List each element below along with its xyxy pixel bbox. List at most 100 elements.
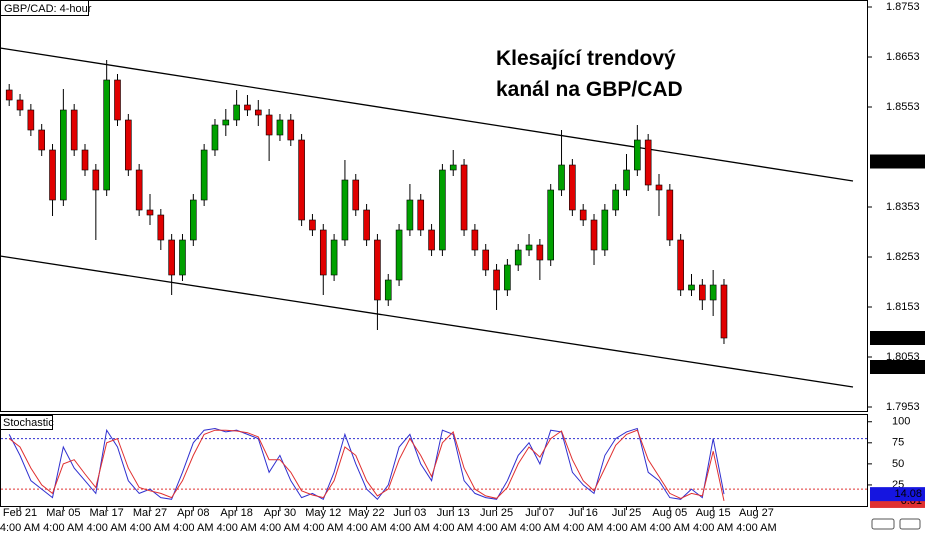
- candle-body: [190, 199, 197, 241]
- x-tick-label: May 12: [305, 507, 341, 519]
- candle-body: [81, 149, 89, 171]
- y-tick-label: 100: [892, 416, 910, 428]
- candle-body: [428, 229, 435, 251]
- candle-body: [504, 264, 511, 291]
- x-tick-time: 4:00 AM: [130, 522, 170, 534]
- stochastic-marker: [870, 487, 925, 502]
- y-tick-label: 1.8253: [886, 251, 920, 263]
- x-tick-time: 4:00 AM: [260, 522, 300, 534]
- candle-body: [374, 239, 381, 301]
- candle-body: [493, 269, 500, 291]
- x-tick-label: Jul 25: [612, 507, 641, 519]
- price-marker: [870, 360, 925, 374]
- x-tick-time: 4:00 AM: [216, 522, 256, 534]
- x-tick-time: 4:00 AM: [476, 522, 516, 534]
- candle-body: [363, 209, 370, 241]
- candle-body: [623, 169, 630, 191]
- candle-body: [406, 199, 414, 231]
- candle-body: [125, 119, 132, 171]
- candle-body: [601, 209, 609, 251]
- y-tick-label: 1.8053: [886, 351, 920, 363]
- candle-body: [590, 219, 598, 251]
- x-tick-label: Aug 05: [652, 507, 687, 519]
- price-marker-label: 1.8444: [886, 155, 920, 167]
- candle-body: [179, 239, 186, 276]
- candle-body: [5, 89, 13, 101]
- stochastic-panel: [0, 414, 868, 507]
- main-panel: [0, 0, 868, 412]
- x-tick-label: Apr 18: [220, 507, 252, 519]
- y-tick-label: 1.8653: [886, 51, 920, 63]
- price-marker: [870, 154, 925, 169]
- candle-body: [677, 239, 684, 291]
- candle-body: [449, 164, 457, 171]
- x-tick-time: 4:00 AM: [173, 522, 213, 534]
- candle-body: [200, 149, 208, 201]
- candle-body: [309, 219, 316, 231]
- x-tick-label: Jun 03: [393, 507, 426, 519]
- x-tick-label: Mar 27: [133, 507, 167, 519]
- stochastic-line: [8, 429, 725, 502]
- candle-body: [579, 209, 587, 221]
- candle-body: [644, 139, 652, 186]
- zoom-icon[interactable]: [899, 518, 921, 530]
- x-tick-label: Jun 13: [437, 507, 470, 519]
- annotation: kanál na GBP/CAD: [496, 78, 683, 101]
- candle-body: [70, 109, 78, 151]
- x-tick-time: 4:00 AM: [390, 522, 430, 534]
- x-tick-label: May 22: [349, 507, 385, 519]
- title-box: [0, 0, 89, 16]
- x-tick-time: 4:00 AM: [520, 522, 560, 534]
- candle-body: [222, 119, 230, 126]
- chart-title: GBP/CAD: 4-hour: [4, 3, 92, 15]
- x-tick-time: 4:00 AM: [433, 522, 473, 534]
- x-tick-time: 4:00 AM: [563, 522, 603, 534]
- subtitle-box: [0, 415, 53, 430]
- candle-body: [287, 119, 295, 141]
- candle-body: [471, 229, 479, 251]
- candle-body: [688, 284, 695, 291]
- candle-body: [168, 239, 175, 276]
- x-tick-label: Feb 21: [3, 507, 37, 519]
- x-tick-label: Mar 17: [90, 507, 124, 519]
- scroll-icon[interactable]: [871, 518, 895, 530]
- candle-body: [135, 169, 143, 211]
- candle-body: [27, 109, 35, 131]
- trendline: [0, 255, 854, 388]
- stochastic-title: Stochastic: [3, 417, 54, 429]
- x-tick-label: Aug 15: [696, 507, 731, 519]
- candle-body: [525, 244, 533, 251]
- candle-body: [569, 164, 576, 211]
- candle-body: [49, 149, 56, 201]
- candle-body: [157, 214, 165, 241]
- candle-body: [330, 239, 338, 276]
- candle-body: [16, 99, 24, 111]
- candle-body: [417, 199, 425, 231]
- x-tick-time: 4:00 AM: [606, 522, 646, 534]
- y-tick-label: 50: [892, 458, 904, 470]
- y-tick-label: 1.7953: [886, 401, 920, 413]
- candle-body: [720, 284, 728, 339]
- candle-body: [114, 79, 121, 121]
- x-tick-time: 4:00 AM: [0, 522, 40, 534]
- candle-body: [666, 189, 674, 241]
- candle-body: [103, 79, 110, 191]
- candle-body: [38, 129, 45, 151]
- x-tick-time: 4:00 AM: [736, 522, 776, 534]
- x-tick-label: Mar 05: [46, 507, 80, 519]
- x-tick-time: 4:00 AM: [43, 522, 83, 534]
- candle-body: [276, 119, 284, 136]
- candle-body: [233, 104, 240, 121]
- candle-body: [514, 249, 522, 266]
- candle-body: [298, 139, 305, 221]
- candle-body: [395, 229, 403, 281]
- candle-body: [319, 229, 327, 276]
- candle-body: [211, 124, 219, 151]
- plot-layer: [0, 47, 867, 502]
- y-tick-label: 1.8153: [886, 301, 920, 313]
- candle-body: [352, 179, 360, 211]
- y-tick-label: 1.8553: [886, 101, 920, 113]
- x-tick-time: 4:00 AM: [693, 522, 733, 534]
- x-tick-label: Apr 30: [264, 507, 296, 519]
